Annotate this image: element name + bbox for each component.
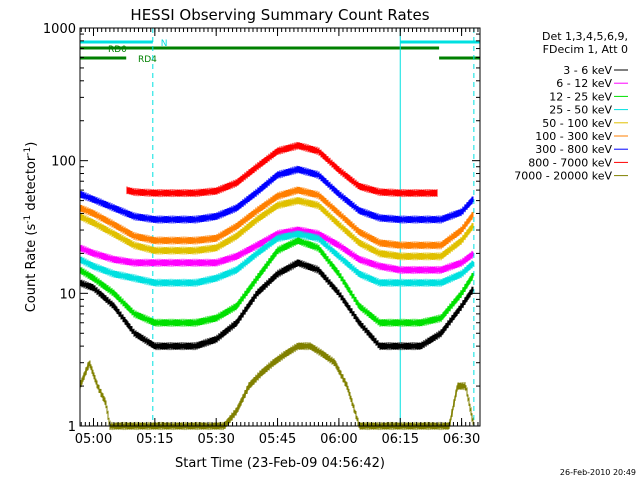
legend-label-12-25-kev: 12 - 25 keV	[549, 90, 612, 103]
footer-date: 26-Feb-2010 20:49	[560, 468, 636, 477]
series-12-25-kev-line	[79, 237, 474, 327]
series-300-800-kev	[79, 165, 474, 224]
series-layer	[79, 141, 474, 431]
x-tick-label: 05:15	[136, 432, 173, 447]
series-6-12-kev	[79, 226, 474, 275]
y-tick-label: 100	[51, 155, 76, 170]
band-n-label: N	[161, 39, 168, 49]
legend-label-300-800-kev: 300 - 800 keV	[535, 143, 612, 156]
series-6-12-kev-line	[79, 226, 474, 275]
series-3-6-kev-line	[79, 259, 474, 351]
band-rd0-label: RD0	[108, 45, 127, 55]
legend-label-800-7000-kev: 800 - 7000 keV	[528, 156, 612, 169]
series-50-100-kev-line	[79, 197, 474, 261]
chart-title: HESSI Observing Summary Count Rates	[130, 6, 429, 24]
x-axis: 05:00 05:15 05:30 05:45 06:00 06:15 06:30	[75, 28, 480, 447]
y-tick-label: 10	[59, 287, 76, 302]
y-axis-label: Count Rate (s-1 detector-1)	[23, 142, 39, 313]
legend-header-line-1: Det 1,3,4,5,6,9,	[542, 30, 628, 43]
y-tick-label: 1000	[43, 22, 76, 37]
x-tick-label: 05:00	[75, 432, 112, 447]
series-25-50-kev-line	[79, 230, 474, 287]
series-3-6-kev	[79, 259, 474, 351]
series-800-7000-kev-line	[126, 141, 438, 198]
series-12-25-kev	[79, 237, 474, 327]
band-rd4-label: RD4	[138, 55, 157, 65]
x-axis-label: Start Time (23-Feb-09 04:56:42)	[175, 456, 385, 471]
series-300-800-kev-line	[79, 165, 474, 224]
legend-label-50-100-kev: 50 - 100 keV	[542, 117, 612, 130]
series-100-300-kev-line	[79, 186, 474, 250]
series-800-7000-kev	[126, 141, 438, 198]
bands-layer: N RD0 RD4	[80, 39, 480, 65]
legend-label-25-50-kev: 25 - 50 keV	[549, 104, 612, 117]
series-25-50-kev	[79, 230, 474, 287]
legend-label-7000-20000-kev: 7000 - 20000 keV	[514, 170, 612, 183]
y-axis: 1 10 100 1000	[43, 22, 480, 435]
series-7000-20000-kev	[79, 342, 474, 431]
plot-frame	[79, 27, 481, 427]
y-tick-label: 1	[68, 420, 76, 435]
series-50-100-kev	[79, 197, 474, 261]
legend: Det 1,3,4,5,6,9, FDecim 1, Att 0 3 - 6 k…	[514, 30, 628, 183]
x-tick-label: 06:00	[320, 432, 357, 447]
x-tick-label: 06:15	[382, 432, 419, 447]
x-tick-label: 05:30	[197, 432, 234, 447]
legend-label-100-300-kev: 100 - 300 keV	[535, 130, 612, 143]
series-100-300-kev	[79, 186, 474, 250]
legend-label-6-12-kev: 6 - 12 keV	[556, 77, 612, 90]
legend-label-3-6-kev: 3 - 6 keV	[563, 64, 612, 77]
legend-header-line-2: FDecim 1, Att 0	[543, 43, 628, 56]
x-tick-label: 05:45	[259, 432, 296, 447]
x-tick-label: 06:30	[443, 432, 480, 447]
series-7000-20000-kev-line	[79, 342, 474, 431]
